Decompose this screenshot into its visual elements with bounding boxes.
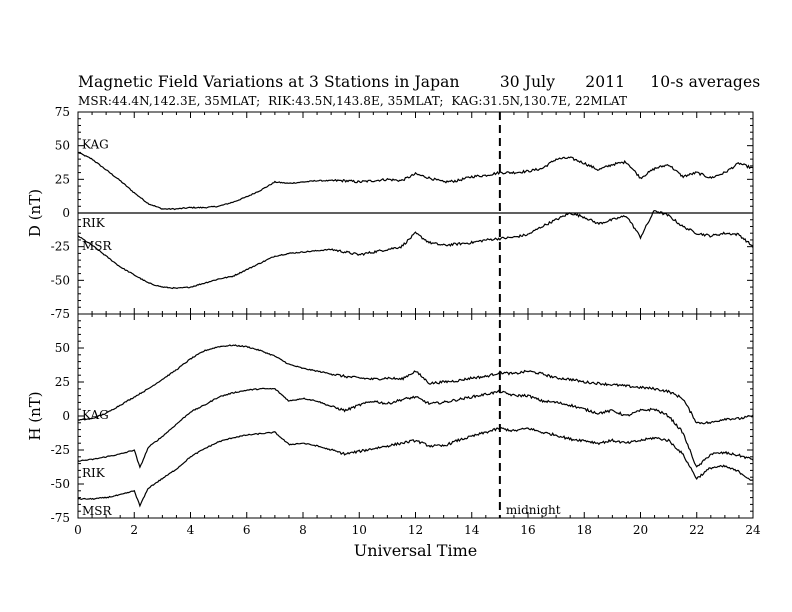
xtick-label: 6	[243, 523, 251, 537]
bottom-series-label-msr: MSR	[82, 504, 113, 518]
xtick-label: 10	[352, 523, 367, 537]
top-ytick-label: 25	[55, 172, 70, 186]
bottom-series-label-kag: KAG	[82, 408, 109, 422]
xtick-label: 14	[464, 523, 480, 537]
xlabel: Universal Time	[354, 541, 477, 560]
top-series-msr	[77, 210, 754, 290]
bottom-series-rik	[77, 387, 754, 469]
xtick-label: 22	[689, 523, 704, 537]
title-main: Magnetic Field Variations at 3 Stations …	[78, 73, 460, 91]
subtitle-msr: MSR:44.4N,142.3E, 35MLAT;	[78, 94, 261, 108]
bottom-ytick-label: -25	[51, 443, 70, 457]
bottom-ytick-label: -75	[51, 511, 70, 525]
xtick-label: 16	[520, 523, 535, 537]
bottom-series-kag	[77, 344, 754, 425]
top-ytick-label: 0	[62, 206, 70, 220]
top-ylabel: D (nT)	[26, 189, 44, 237]
top-ytick-label: 50	[55, 139, 70, 153]
bottom-ytick-label: 50	[55, 341, 70, 355]
chart-title: Magnetic Field Variations at 3 Stations …	[78, 73, 760, 91]
xtick-label: 18	[577, 523, 592, 537]
bottom-ylabel: H (nT)	[26, 391, 44, 440]
xtick-label: 12	[408, 523, 423, 537]
top-ytick-label: 75	[55, 105, 70, 119]
xtick-label: 2	[130, 523, 138, 537]
midnight-annotation: midnight	[506, 503, 561, 517]
bottom-panel-frame	[77, 313, 754, 519]
xtick-label: 24	[745, 523, 761, 537]
bottom-series-msr	[77, 426, 754, 508]
top-series-label-kag: KAG	[82, 137, 109, 151]
title-averaging: 10-s averages	[650, 73, 761, 91]
top-ytick-label: -25	[51, 240, 70, 254]
bottom-ytick-label: -50	[51, 477, 70, 491]
xtick-label: 20	[633, 523, 648, 537]
bottom-ytick-label: 25	[55, 375, 70, 389]
top-ytick-label: -50	[51, 273, 70, 287]
xtick-label: 8	[299, 523, 307, 537]
subtitle-rik: RIK:43.5N,143.8E, 35MLAT;	[268, 94, 444, 108]
xtick-label: 0	[74, 523, 82, 537]
top-series-label-msr: MSR	[82, 239, 113, 253]
top-series-kag	[77, 151, 754, 211]
bottom-ytick-label: 0	[62, 409, 70, 423]
title-date: 30 July	[499, 73, 556, 91]
xtick-label: 4	[187, 523, 195, 537]
subtitle-kag: KAG:31.5N,130.7E, 22MLAT	[451, 94, 628, 108]
top-ytick-label: -75	[51, 307, 70, 321]
title-year: 2011	[585, 73, 626, 91]
chart-subtitle: MSR:44.4N,142.3E, 35MLAT; RIK:43.5N,143.…	[78, 94, 627, 108]
top-series-label-rik: RIK	[82, 216, 106, 230]
bottom-series-label-rik: RIK	[82, 466, 106, 480]
